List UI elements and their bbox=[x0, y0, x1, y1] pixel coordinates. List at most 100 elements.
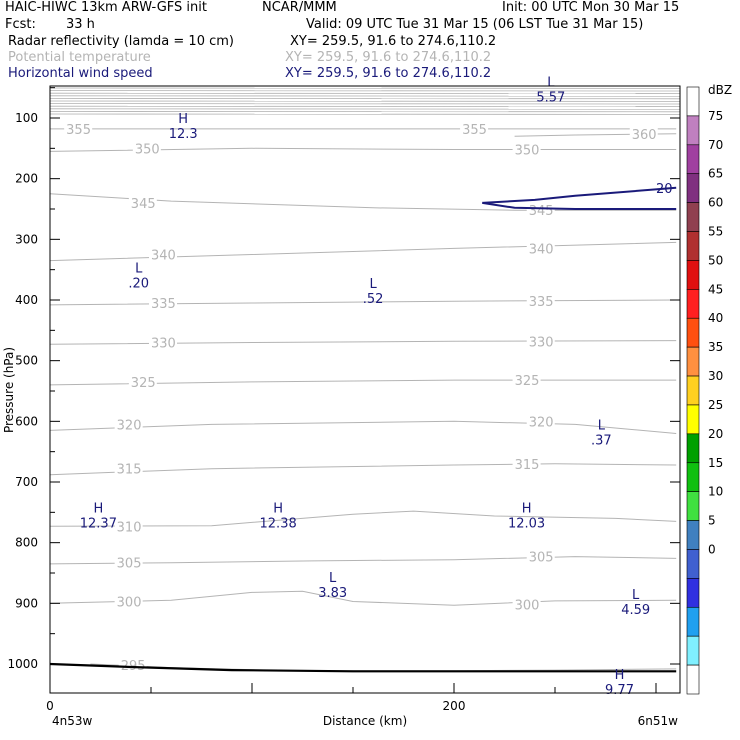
theta-label-345: 345 bbox=[529, 204, 554, 219]
x-start-label: 4n53w bbox=[52, 714, 93, 728]
valid-label: Valid: 09 UTC Tue 31 Mar 15 (06 LST Tue … bbox=[306, 17, 644, 32]
plot-frame bbox=[49, 85, 681, 694]
init-label: Init: 00 UTC Mon 30 Mar 15 bbox=[502, 0, 680, 15]
theta-label-350: 350 bbox=[135, 142, 160, 157]
theta-label-330: 330 bbox=[529, 335, 554, 350]
field-wind-coords: XY= 259.5, 91.6 to 274.6,110.2 bbox=[285, 66, 492, 81]
extremum-type-H: H bbox=[522, 501, 532, 516]
colorbar-label: 65 bbox=[708, 167, 723, 181]
theta-label-bg bbox=[526, 293, 555, 308]
colorbar-swatch bbox=[686, 664, 700, 695]
theta-label-305: 305 bbox=[529, 551, 554, 566]
colorbar-swatch bbox=[686, 289, 700, 319]
wind-contour-20-lower bbox=[482, 201, 677, 210]
x-axis: 0 200 bbox=[46, 683, 657, 713]
extremum-value: 3.83 bbox=[318, 586, 347, 601]
colorbar-swatch bbox=[686, 491, 700, 521]
theta-label-bg bbox=[114, 416, 143, 431]
y-tick-label: 300 bbox=[15, 232, 38, 246]
theta-label-350: 350 bbox=[515, 144, 540, 159]
theta-label-bg bbox=[526, 240, 555, 255]
theta-label-320: 320 bbox=[117, 418, 142, 433]
extremum-value: 4.59 bbox=[621, 603, 650, 618]
wind-label-20: 20 bbox=[656, 182, 673, 197]
theta-label-bg bbox=[512, 141, 541, 156]
extremum-value: .52 bbox=[363, 292, 384, 307]
extremum-type-H: H bbox=[93, 501, 103, 516]
colorbar-swatch bbox=[686, 260, 700, 290]
theta-label-bg bbox=[149, 246, 177, 261]
extremum-value: 12.38 bbox=[260, 516, 297, 531]
theta-label-300: 300 bbox=[117, 596, 142, 611]
extremum-type-L: L bbox=[369, 277, 377, 292]
theta-label-bg bbox=[526, 333, 555, 348]
colorbar-swatch bbox=[686, 520, 700, 550]
colorbar-swatch bbox=[686, 144, 700, 175]
colorbar-swatch bbox=[686, 462, 700, 492]
theta-label-335: 335 bbox=[151, 297, 176, 312]
theta-label-330: 330 bbox=[151, 336, 176, 351]
y-tick-label: 600 bbox=[15, 414, 38, 428]
theta-label-325: 325 bbox=[131, 376, 156, 391]
y-tick-label: 700 bbox=[15, 475, 38, 489]
theta-label-bg bbox=[114, 593, 143, 608]
extremum-value: 12.03 bbox=[508, 516, 545, 531]
field-theta-coords: XY= 259.5, 91.6 to 274.6,110.2 bbox=[285, 50, 492, 65]
theta-label-bg bbox=[460, 120, 489, 135]
theta-contour-320 bbox=[50, 420, 677, 434]
colorbar-label: 70 bbox=[708, 138, 723, 152]
x-axis-label: Distance (km) bbox=[323, 714, 407, 728]
extremum-value: 12.3 bbox=[169, 127, 198, 142]
upper-theta-lines bbox=[50, 87, 680, 115]
extremum-type-L: L bbox=[598, 418, 606, 433]
extremum-type-H: H bbox=[615, 668, 625, 683]
colorbar-units: dBZ bbox=[708, 83, 732, 97]
colorbar-label: 55 bbox=[708, 225, 723, 239]
theta-label-340: 340 bbox=[529, 242, 554, 257]
extremum-type-L: L bbox=[632, 588, 640, 603]
colorbar-swatch bbox=[686, 202, 700, 232]
theta-label-bg bbox=[512, 455, 541, 470]
colorbar-label: 5 bbox=[708, 514, 716, 528]
colorbar-swatch bbox=[686, 86, 700, 117]
theta-label-325: 325 bbox=[515, 374, 540, 389]
theta-label-bg bbox=[128, 194, 157, 209]
extremum-type-H: H bbox=[273, 501, 283, 516]
theta-label-bg bbox=[128, 373, 157, 388]
theta-label-315: 315 bbox=[515, 458, 540, 473]
colorbar-label: 30 bbox=[708, 369, 723, 383]
y-axis: 100 200 300 400 500 600 700 800 900 1000 bbox=[7, 87, 680, 671]
extremum-type-L: L bbox=[135, 262, 143, 277]
theta-label-bg bbox=[512, 372, 541, 387]
colorbar-label: 50 bbox=[708, 253, 723, 267]
colorbar-swatch bbox=[686, 433, 700, 464]
plot-area bbox=[50, 86, 680, 693]
extremum-type-L: L bbox=[329, 571, 337, 586]
theta-label-bg bbox=[629, 125, 658, 140]
theta-contour-310 bbox=[50, 510, 677, 527]
y-axis-label: Pressure (hPa) bbox=[2, 347, 16, 433]
colorbar-label: 40 bbox=[708, 311, 723, 325]
terrain-path bbox=[50, 662, 677, 673]
theta-label-bg bbox=[512, 596, 541, 611]
wind-contour-20 bbox=[482, 186, 677, 204]
theta-label-bg bbox=[526, 548, 555, 563]
colorbar-label: 75 bbox=[708, 109, 723, 123]
theta-label-355: 355 bbox=[462, 123, 487, 138]
colorbar-swatch bbox=[686, 173, 700, 203]
extremum-value: .37 bbox=[591, 433, 612, 448]
theta-label-355: 355 bbox=[66, 123, 91, 138]
y-tick-label: 800 bbox=[15, 536, 38, 550]
colorbar-swatch bbox=[686, 346, 700, 377]
colorbar-swatch bbox=[686, 317, 700, 348]
theta-label-345: 345 bbox=[131, 197, 156, 212]
theta-label-320: 320 bbox=[529, 415, 554, 430]
colorbar-label: 25 bbox=[708, 398, 723, 412]
fcst-label: Fcst: bbox=[5, 17, 36, 32]
theta-label-bg bbox=[149, 334, 177, 349]
colorbar-swatch bbox=[686, 375, 700, 406]
colorbar-swatch bbox=[686, 578, 700, 608]
extremum-value: 12.37 bbox=[80, 516, 117, 531]
model-title: HAIC-HIWC 13km ARW-GFS init bbox=[5, 0, 207, 15]
y-tick-label: 200 bbox=[15, 172, 38, 186]
